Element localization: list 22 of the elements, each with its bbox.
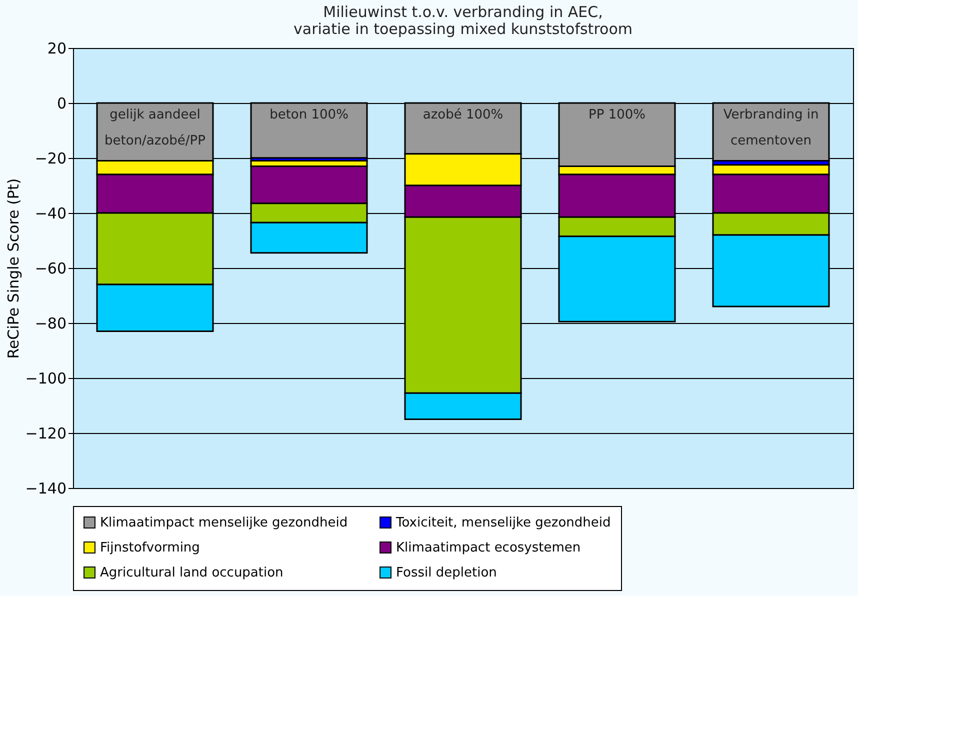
- x-tick-label: gelijk aandeel beton/azobé/PP: [104, 108, 206, 148]
- y-tick-label: −120: [25, 424, 66, 442]
- chart-title: Milieuwinst t.o.v. verbranding in AEC, variatie in toepassing mixed kunststofstroom: [294, 3, 632, 38]
- x-tick-label: beton 100%: [270, 108, 348, 122]
- y-tick-label: 0: [56, 94, 66, 112]
- legend-label: Klimaatimpact menselijke gezondheid: [100, 516, 348, 531]
- y-tick-label: 20: [47, 40, 66, 58]
- legend-label: Fijnstofvorming: [100, 540, 200, 556]
- y-axis-title: ReCiPe Single Score (Pt): [4, 178, 22, 359]
- y-tick-label: −20: [34, 150, 66, 168]
- legend-label: Agricultural land occupation: [100, 566, 284, 580]
- x-tick-label: Verbranding in cementoven: [723, 108, 819, 148]
- x-tick-label: PP 100%: [588, 108, 646, 122]
- x-tick-label: azobé 100%: [422, 108, 504, 122]
- y-tick-label: −80: [34, 314, 66, 332]
- legend-label: Klimaatimpact ecosystemen: [396, 540, 581, 556]
- y-tick-label: −60: [34, 260, 66, 278]
- y-tick-label: −100: [25, 370, 66, 388]
- legend-label: Fossil depletion: [396, 566, 497, 580]
- legend-label: Toxiciteit, menselijke gezondheid: [395, 516, 611, 531]
- y-tick-label: −140: [25, 480, 66, 498]
- y-tick-label: −40: [34, 204, 66, 222]
